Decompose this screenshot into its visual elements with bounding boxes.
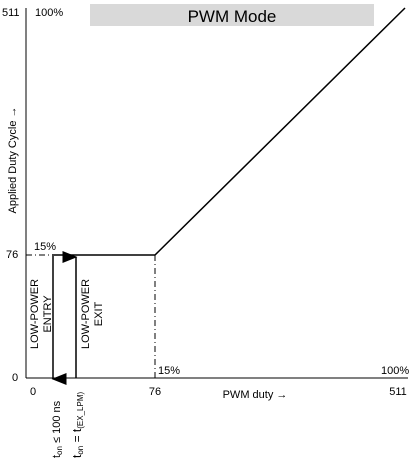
y-tick-76: 76 — [6, 249, 18, 261]
pct-x-mid: 15% — [158, 365, 180, 377]
mode-banner-label: PWM Mode — [188, 7, 277, 26]
pct-y-mid: 15% — [34, 241, 56, 253]
pct-y-top: 100% — [35, 7, 63, 19]
mode-banner — [90, 4, 374, 26]
y-axis-label: Applied Duty Cycle → — [7, 107, 19, 214]
entry-label-line2: ENTRY — [42, 295, 54, 333]
x-axis-label: PWM duty → — [223, 389, 288, 401]
exit-label-line2: EXIT — [93, 301, 105, 326]
entry-condition: ton ≤ 100 ns — [51, 400, 64, 458]
pct-x-right: 100% — [381, 365, 409, 377]
x-tick-511: 511 — [389, 386, 407, 398]
x-tick-0: 0 — [30, 386, 36, 398]
y-tick-0: 0 — [12, 372, 18, 384]
exit-label-line1: LOW-POWER — [80, 279, 92, 349]
entry-label-line1: LOW-POWER — [29, 279, 41, 349]
exit-condition: ton = t(EX_LPM) — [70, 392, 85, 459]
duty-cycle-line — [52, 7, 406, 256]
y-tick-511: 511 — [2, 7, 20, 19]
x-tick-76: 76 — [149, 386, 161, 398]
